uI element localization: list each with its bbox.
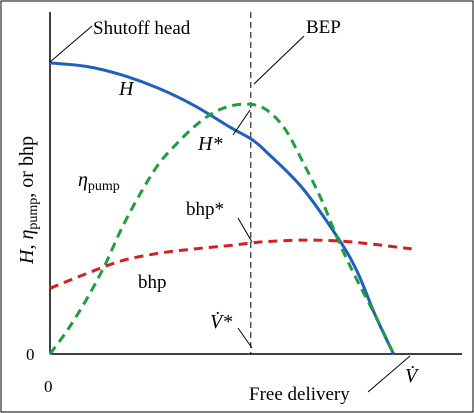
- x-axis-label: V̇: [405, 364, 420, 387]
- h-curve-label: H: [118, 78, 135, 100]
- h-star-label: H*: [197, 133, 222, 155]
- free-delivery-leader: [367, 355, 411, 393]
- h-star-leader: [232, 109, 251, 136]
- free-delivery-label: Free delivery: [249, 384, 350, 405]
- bhp-star-leader: [237, 217, 253, 243]
- bep-leader: [253, 35, 305, 85]
- eta-pump-curve: [48, 102, 395, 355]
- bhp-curve-label: bhp: [138, 272, 167, 293]
- shutoff-head-label: Shutoff head: [93, 18, 191, 39]
- bep-label: BEP: [306, 17, 341, 38]
- x-tick-label: 0: [44, 377, 53, 396]
- shutoff-leader: [49, 25, 93, 63]
- bhp-curve: [49, 238, 412, 290]
- y-axis-label: H, ηpump, or bhp: [16, 136, 41, 265]
- y-tick-label: 0: [26, 345, 35, 364]
- v-star-leader: [237, 327, 253, 349]
- v-star-label: V̇*: [210, 310, 232, 333]
- eta-pump-label: ηpump: [78, 169, 120, 194]
- h-curve: [49, 61, 395, 355]
- bhp-star-label: bhp*: [186, 199, 224, 220]
